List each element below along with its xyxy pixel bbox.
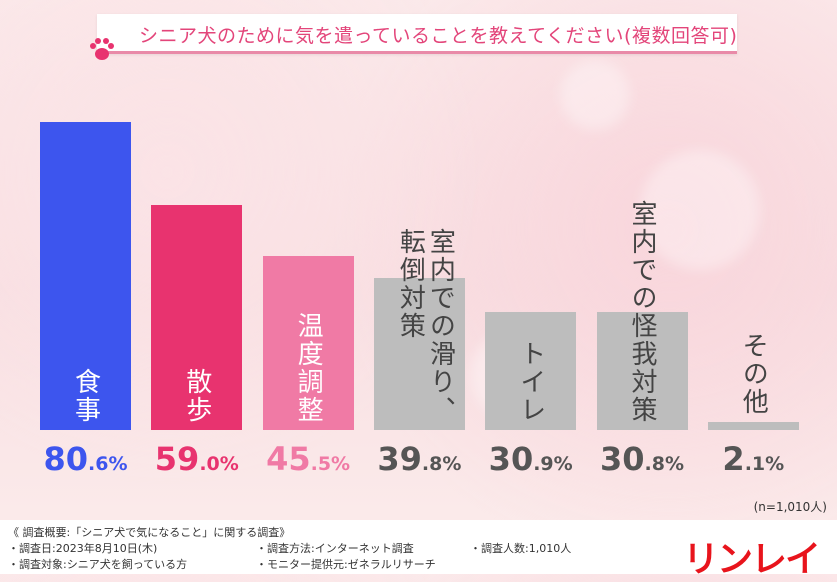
category-label: その他 — [738, 332, 769, 416]
value-label: 30.8% — [599, 440, 684, 478]
bar — [151, 204, 243, 430]
survey-target: ・調査対象:シニア犬を飼っている方 — [8, 558, 188, 571]
bar — [596, 312, 688, 430]
bokeh-decoration — [640, 150, 760, 270]
bokeh-decoration — [560, 60, 630, 130]
bar — [707, 421, 799, 430]
chart-title-box: シニア犬のために気を遣っていることを教えてください(複数回答可) — [90, 14, 738, 60]
survey-summary: 《 調査概要:「シニア犬で気になること」に関する調査》 — [8, 526, 291, 539]
survey-date: ・調査日:2023年8月10日(木) — [8, 542, 158, 555]
category-label: 食事 — [70, 368, 101, 424]
category-label: トイレ — [515, 340, 546, 424]
bar — [40, 122, 131, 430]
survey-provider: ・モニター提供元:ゼネラルリサーチ — [256, 558, 436, 571]
category-label: 温度調整 — [293, 312, 324, 424]
survey-count: ・調査人数:1,010人 — [470, 542, 572, 555]
category-label: 室内での滑り、 転倒対策 — [395, 228, 456, 424]
rinrei-logo: リンレイ — [683, 539, 821, 580]
value-label: 30.9% — [488, 440, 573, 478]
bar — [262, 256, 354, 430]
bar — [485, 311, 577, 430]
value-label: 59.0% — [154, 440, 239, 478]
category-label: 散歩 — [181, 368, 212, 424]
bar — [373, 277, 465, 430]
sample-size-note: (n=1,010人) — [753, 500, 827, 514]
category-label: 室内での怪我対策 — [627, 200, 657, 424]
value-label: 2.1% — [722, 440, 785, 478]
value-label: 39.8% — [377, 440, 462, 478]
survey-method: ・調査方法:インターネット調査 — [256, 542, 414, 555]
chart-title: シニア犬のために気を遣っていることを教えてください(複数回答可) — [139, 25, 738, 47]
value-label: 80.6% — [43, 440, 128, 478]
value-label: 45.5% — [266, 440, 351, 478]
footer: 《 調査概要:「シニア犬で気になること」に関する調査》 ・調査日:2023年8月… — [0, 520, 837, 574]
paw-icon — [90, 38, 114, 60]
